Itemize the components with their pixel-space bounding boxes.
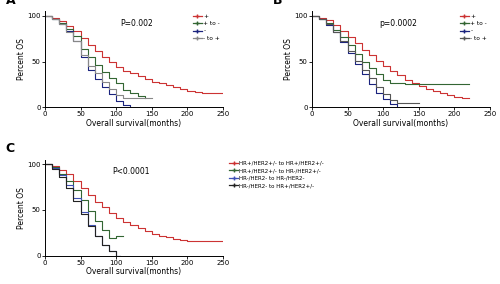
Text: p=0.0002: p=0.0002 <box>380 19 418 28</box>
Y-axis label: Percent OS: Percent OS <box>17 187 26 229</box>
X-axis label: Overall survival(months): Overall survival(months) <box>86 267 182 276</box>
X-axis label: Overall survival(months): Overall survival(months) <box>86 119 182 128</box>
Text: A: A <box>6 0 16 7</box>
Y-axis label: Percent OS: Percent OS <box>17 38 26 80</box>
Legend: HR+/HER2+/- to HR+/HER2+/-, HR+/HER2+/- to HR-/HER2+/-, HR-/HER2- to HR-/HER2-, : HR+/HER2+/- to HR+/HER2+/-, HR+/HER2+/- … <box>230 161 324 188</box>
Y-axis label: Percent OS: Percent OS <box>284 38 293 80</box>
Text: P=0.002: P=0.002 <box>120 19 152 28</box>
Legend: +, + to -, -, - to +: +, + to -, -, - to + <box>193 14 220 41</box>
Text: C: C <box>6 142 15 155</box>
Legend: +, + to -, -, - to +: +, + to -, -, - to + <box>460 14 487 41</box>
Text: P<0.0001: P<0.0001 <box>112 168 150 176</box>
Text: B: B <box>273 0 282 7</box>
X-axis label: Overall survival(months): Overall survival(months) <box>354 119 448 128</box>
